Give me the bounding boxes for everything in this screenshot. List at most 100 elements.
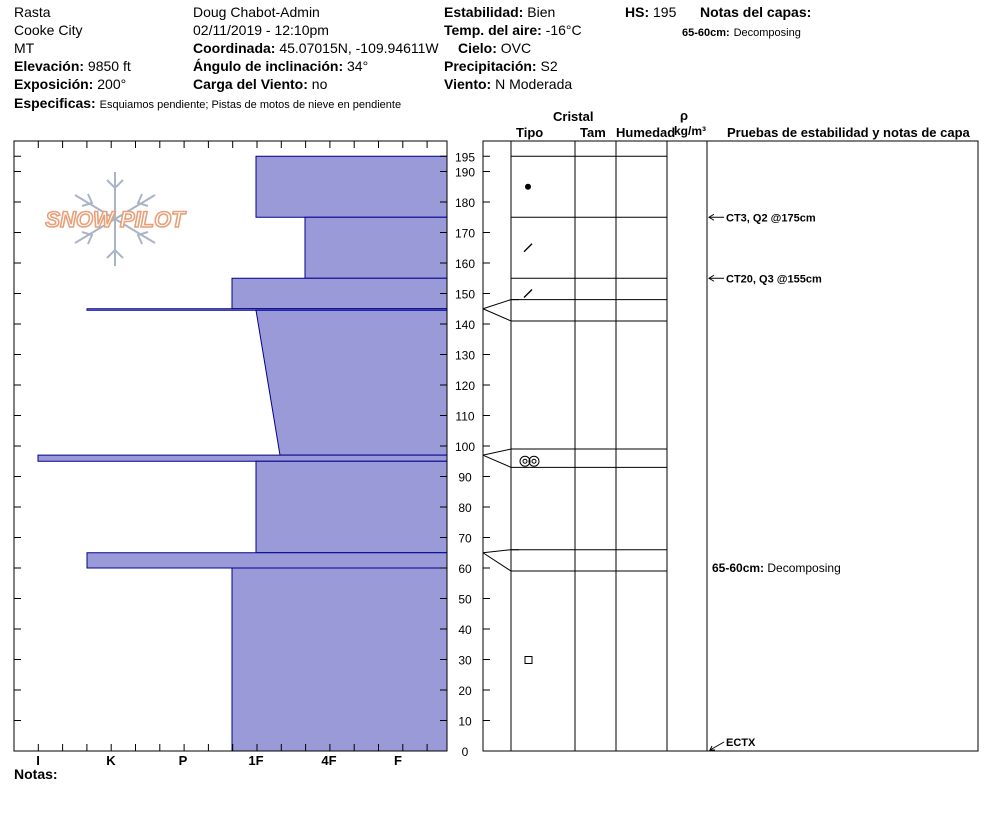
height-tick-label: 110 (455, 410, 474, 424)
crystal-table-frame (482, 140, 979, 752)
height-tick-label: 40 (458, 623, 472, 637)
height-tick-label: 0 (462, 745, 469, 759)
sky-label: Cielo: (458, 40, 497, 56)
aspect: Exposición: 200° (14, 76, 126, 92)
observer: Doug Chabot-Admin (193, 4, 320, 20)
wind-load-value: no (311, 76, 328, 92)
incline-value: 34° (347, 58, 369, 74)
height-tick-label: 100 (455, 440, 475, 454)
test-arrow-head (709, 745, 715, 751)
layer-note-annotation: 65-60cm: Decomposing (712, 561, 841, 575)
specifics-value: Esquiamos pendiente; Pistas de motos de … (99, 99, 402, 111)
specifics: Especificas: Esquiamos pendiente; Pistas… (14, 95, 401, 113)
hardness-category-label: F (394, 753, 402, 768)
col-size: Tam (580, 125, 606, 140)
snowpilot-logo: SNOW PILOT (45, 172, 187, 266)
col-crystal: Cristal (553, 109, 594, 124)
air-temp-value: -16°C (545, 22, 582, 38)
hs-label: HS: (625, 4, 650, 20)
precip-value: S2 (540, 58, 558, 74)
hardness-category-label: 4F (321, 753, 336, 768)
height-tick-label: 180 (455, 196, 475, 210)
height-tick-label: 130 (455, 349, 475, 363)
incline-label: Ángulo de inclinación: (193, 58, 344, 74)
height-axis: 0 10 20 30 40 50 60 70 80 90 100 110 120 130 140 150 160… (14, 150, 490, 759)
hardness-layer (304, 216, 448, 279)
col-density-unit: kg/m³ (674, 124, 707, 138)
hardness-layer (231, 567, 448, 752)
coord-label: Coordinada: (193, 40, 276, 56)
layer-note-range: 65-60cm: (712, 561, 767, 575)
hardness-layer (255, 460, 448, 554)
state: MT (14, 40, 35, 56)
height-tick-label: 20 (458, 684, 472, 698)
test-annotations: CT3, Q2 @175cm CT20, Q3 @155cm 65-60cm: De… (708, 212, 841, 751)
layer-connector (482, 552, 512, 572)
hardness-category-label: P (179, 753, 188, 768)
sky: Cielo: OVC (458, 40, 531, 56)
layer-boundaries (482, 155, 667, 572)
height-tick-label: 140 (455, 318, 475, 332)
col-tests: Pruebas de estabilidad y notas de capa (727, 125, 970, 140)
stability: Estabilidad: Bien (444, 4, 555, 20)
col-type: Tipo (516, 125, 544, 140)
height-tick-label: 190 (455, 166, 475, 180)
hardness-layer (86, 552, 448, 569)
double-ring-icon (522, 458, 528, 464)
chart-frames (13, 140, 979, 752)
hs: HS: 195 (625, 4, 676, 20)
col-rho: ρ (680, 108, 689, 123)
height-tick-label: 90 (458, 471, 472, 485)
hardness-category-label: I (36, 753, 40, 768)
double-ring-icon (531, 458, 537, 464)
elevation-value: 9850 ft (87, 58, 131, 74)
layer-connector (482, 454, 512, 468)
height-tick-label: 10 (458, 715, 472, 729)
coordinates: Coordinada: 45.07015N, -109.94611W (193, 40, 439, 56)
hardness-layer (37, 454, 448, 462)
snowflake-icon (74, 172, 156, 266)
hs-value: 195 (653, 4, 677, 20)
air-temp-label: Temp. del aire: (444, 22, 542, 38)
layer-connector (482, 549, 519, 554)
layer-connector (482, 448, 519, 456)
layer-note-text: Decomposing (733, 27, 801, 39)
height-tick-label: 30 (458, 654, 472, 668)
test-label: CT20, Q3 @155cm (726, 273, 822, 285)
hardness-category-label: K (106, 753, 116, 768)
coord-value: 45.07015N, -109.94611W (279, 40, 439, 56)
test-arrow-head (708, 274, 715, 282)
air-temp: Temp. del aire: -16°C (444, 22, 582, 38)
height-tick-label: 195 (455, 150, 475, 164)
test-arrow-head (708, 213, 715, 221)
col-moisture: Humedad (616, 125, 676, 140)
wind: Viento: N Moderada (444, 76, 572, 92)
test-arrow (709, 741, 725, 751)
height-tick-label: 170 (455, 227, 475, 241)
layer-note-range: 65-60cm: (682, 27, 730, 39)
wind-load: Carga del Viento: no (193, 76, 327, 92)
wind-load-label: Carga del Viento: (193, 76, 308, 92)
layer-connector (482, 308, 512, 322)
sky-value: OVC (500, 40, 532, 56)
datetime: 02/11/2019 - 12:10pm (193, 22, 329, 38)
test-label: ECTX (726, 737, 756, 749)
square-icon (524, 656, 533, 664)
double-ring-icon (519, 455, 531, 467)
hardness-layer (255, 309, 448, 456)
logo-text: SNOW PILOT (45, 207, 186, 232)
precip: Precipitación: S2 (444, 58, 558, 74)
wind-value: N Moderada (495, 76, 573, 92)
hardness-profile (37, 155, 448, 752)
grain-symbols (519, 183, 540, 664)
slash-icon (523, 243, 533, 253)
precip-label: Precipitación: (444, 58, 537, 74)
height-tick-label: 120 (455, 379, 475, 393)
layer-notes-title: Notas del capas: (700, 4, 812, 20)
hardness-category-label: 1F (248, 753, 263, 768)
layer-note: 65-60cm: Decomposing (682, 23, 801, 41)
aspect-value: 200° (97, 76, 127, 92)
height-tick-label: 150 (455, 288, 475, 302)
hardness-axis: I K P 1F 4F F (13, 141, 428, 768)
